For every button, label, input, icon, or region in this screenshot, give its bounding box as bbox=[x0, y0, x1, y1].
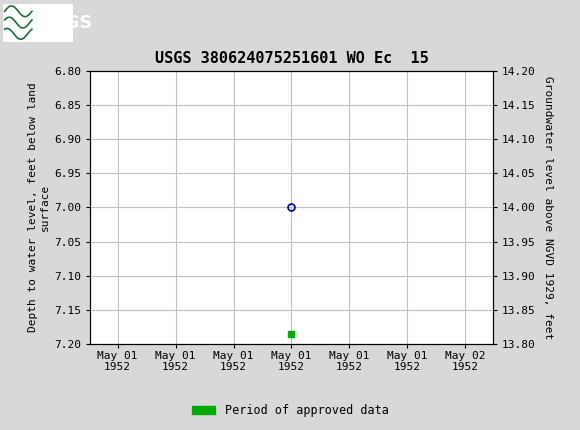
FancyBboxPatch shape bbox=[3, 3, 72, 42]
Legend: Period of approved data: Period of approved data bbox=[187, 399, 393, 422]
Y-axis label: Groundwater level above NGVD 1929, feet: Groundwater level above NGVD 1929, feet bbox=[543, 76, 553, 339]
Text: USGS: USGS bbox=[38, 14, 93, 31]
Title: USGS 380624075251601 WO Ec  15: USGS 380624075251601 WO Ec 15 bbox=[155, 51, 428, 66]
Y-axis label: Depth to water level, feet below land
surface: Depth to water level, feet below land su… bbox=[28, 83, 50, 332]
